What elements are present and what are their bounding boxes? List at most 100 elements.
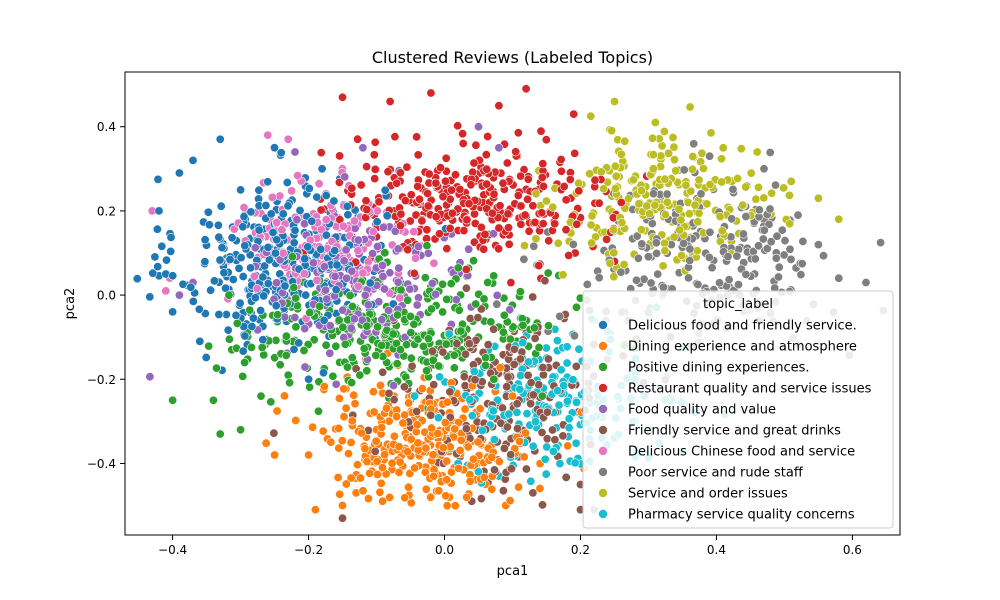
scatter-point-series-5	[502, 422, 512, 432]
scatter-point-series-1	[563, 441, 573, 451]
scatter-point-series-0	[246, 207, 256, 217]
scatter-point-series-8	[688, 152, 698, 162]
scatter-point-series-2	[257, 342, 267, 352]
scatter-point-series-1	[434, 486, 444, 496]
scatter-point-series-1	[319, 381, 329, 391]
scatter-point-series-1	[371, 436, 381, 446]
scatter-point-series-8	[668, 133, 678, 143]
scatter-point-series-2	[420, 273, 430, 283]
scatter-point-series-1	[261, 438, 271, 448]
scatter-point-series-4	[464, 244, 474, 254]
scatter-point-series-2	[259, 350, 269, 360]
scatter-point-series-4	[377, 260, 387, 270]
scatter-point-series-8	[596, 167, 606, 177]
scatter-point-series-0	[240, 331, 250, 341]
scatter-point-series-1	[368, 387, 378, 397]
scatter-point-series-0	[259, 291, 269, 301]
scatter-point-series-3	[417, 216, 427, 226]
scatter-point-series-8	[609, 248, 619, 258]
scatter-point-series-0	[215, 255, 225, 265]
scatter-point-series-9	[526, 476, 536, 486]
legend-entry: Dining experience and atmosphere	[598, 340, 857, 355]
scatter-point-series-4	[492, 290, 502, 300]
scatter-point-series-2	[256, 391, 266, 401]
scatter-point-series-5	[460, 349, 470, 359]
scatter-point-series-6	[299, 269, 309, 279]
scatter-point-series-3	[462, 215, 472, 225]
scatter-point-series-0	[294, 338, 304, 348]
scatter-point-series-0	[206, 285, 216, 295]
scatter-point-series-8	[660, 174, 670, 184]
scatter-point-series-4	[451, 295, 461, 305]
scatter-point-series-9	[515, 384, 525, 394]
scatter-point-series-0	[225, 255, 235, 265]
scatter-point-series-4	[325, 321, 335, 331]
scatter-point-series-1	[442, 501, 452, 511]
scatter-point-series-3	[447, 185, 457, 195]
scatter-point-series-2	[405, 311, 415, 321]
scatter-point-series-3	[395, 221, 405, 231]
scatter-point-series-9	[564, 414, 574, 424]
scatter-point-series-1	[462, 492, 472, 502]
scatter-point-series-5	[506, 450, 516, 460]
scatter-point-series-2	[498, 327, 508, 337]
scatter-point-series-5	[550, 435, 560, 445]
scatter-point-series-5	[526, 378, 536, 388]
scatter-point-series-0	[219, 268, 229, 278]
scatter-point-series-1	[279, 391, 289, 401]
scatter-point-series-9	[528, 441, 538, 451]
legend-title: topic_label	[703, 297, 773, 312]
scatter-point-series-2	[313, 406, 323, 416]
scatter-point-series-6	[239, 203, 249, 213]
scatter-point-series-8	[738, 200, 748, 210]
scatter-point-series-0	[331, 285, 341, 295]
scatter-point-series-0	[342, 201, 352, 211]
scatter-point-series-0	[343, 210, 353, 220]
scatter-point-series-5	[502, 382, 512, 392]
scatter-point-series-4	[363, 300, 373, 310]
scatter-point-series-1	[450, 501, 460, 511]
scatter-point-series-1	[337, 436, 347, 446]
scatter-point-series-0	[200, 257, 210, 267]
scatter-point-series-1	[442, 475, 452, 485]
scatter-point-series-7	[780, 236, 790, 246]
scatter-point-series-1	[346, 473, 356, 483]
scatter-point-series-7	[732, 251, 742, 261]
scatter-point-series-2	[240, 357, 250, 367]
scatter-point-series-7	[785, 244, 795, 254]
scatter-point-series-0	[278, 209, 288, 219]
scatter-point-series-7	[774, 262, 784, 272]
scatter-point-series-5	[537, 500, 547, 510]
scatter-point-series-1	[403, 482, 413, 492]
legend-marker	[598, 341, 608, 351]
scatter-point-series-0	[258, 272, 268, 282]
scatter-point-series-1	[519, 452, 529, 462]
scatter-point-series-4	[350, 223, 360, 233]
scatter-point-series-2	[305, 382, 315, 392]
scatter-point-series-1	[355, 473, 365, 483]
scatter-point-series-2	[449, 363, 459, 373]
scatter-point-series-3	[383, 167, 393, 177]
legend-marker	[598, 467, 608, 477]
scatter-point-series-0	[263, 177, 273, 187]
scatter-point-series-2	[215, 429, 225, 439]
scatter-point-series-8	[609, 272, 619, 282]
scatter-point-series-4	[271, 278, 281, 288]
scatter-point-series-4	[325, 348, 335, 358]
scatter-point-series-9	[574, 344, 584, 354]
scatter-point-series-5	[445, 387, 455, 397]
scatter-point-series-5	[528, 292, 538, 302]
scatter-point-series-0	[227, 233, 237, 243]
scatter-point-series-2	[347, 378, 357, 388]
scatter-point-series-5	[426, 410, 436, 420]
legend-entry: Poor service and rude staff	[598, 466, 804, 481]
scatter-point-series-2	[275, 360, 285, 370]
scatter-point-series-0	[256, 305, 266, 315]
scatter-point-series-0	[268, 228, 278, 238]
x-tick-label: 0.0	[435, 543, 454, 557]
scatter-point-series-0	[289, 238, 299, 248]
scatter-point-series-0	[290, 225, 300, 235]
scatter-point-series-1	[515, 436, 525, 446]
scatter-point-series-0	[174, 168, 184, 178]
scatter-point-series-5	[540, 276, 550, 286]
